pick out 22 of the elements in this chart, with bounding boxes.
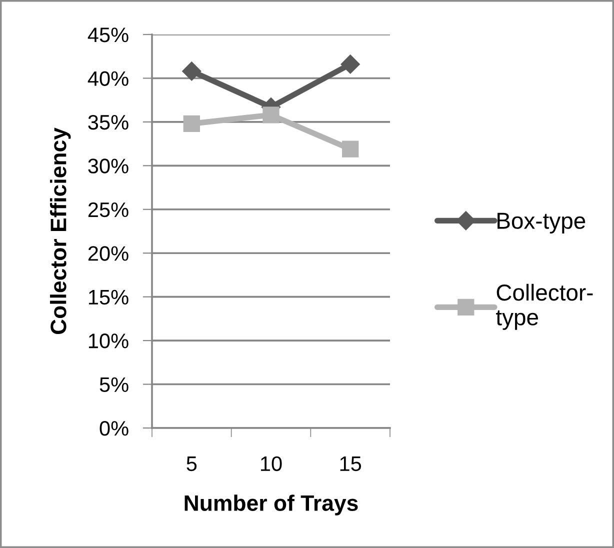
y-tick-label: 15%: [88, 290, 128, 305]
y-tick-label: 45%: [88, 28, 128, 42]
point: [182, 62, 202, 81]
legend-label: Collector-type: [496, 284, 593, 330]
point: [183, 115, 200, 132]
x-axis-title: Number of Trays: [184, 494, 358, 516]
y-tick-label: 25%: [88, 202, 128, 218]
y-tick-label: 30%: [88, 158, 128, 174]
y-tick-label: 10%: [88, 334, 128, 348]
y-tick-label: 20%: [88, 246, 128, 261]
point: [340, 54, 360, 74]
y-tick-label: 5%: [100, 377, 128, 392]
point: [342, 140, 359, 158]
y-axis-title: Collector Efficiency: [50, 128, 71, 334]
legend-label: Box-type: [498, 212, 586, 234]
y-tick-label: 40%: [88, 71, 128, 86]
x-tick-label: 5: [186, 456, 197, 472]
point: [262, 106, 280, 124]
y-tick-label: 0%: [100, 421, 128, 436]
x-tick-label: 15: [340, 456, 362, 472]
y-tick-label: 35%: [88, 114, 128, 130]
x-tick-label: 10: [261, 456, 282, 472]
